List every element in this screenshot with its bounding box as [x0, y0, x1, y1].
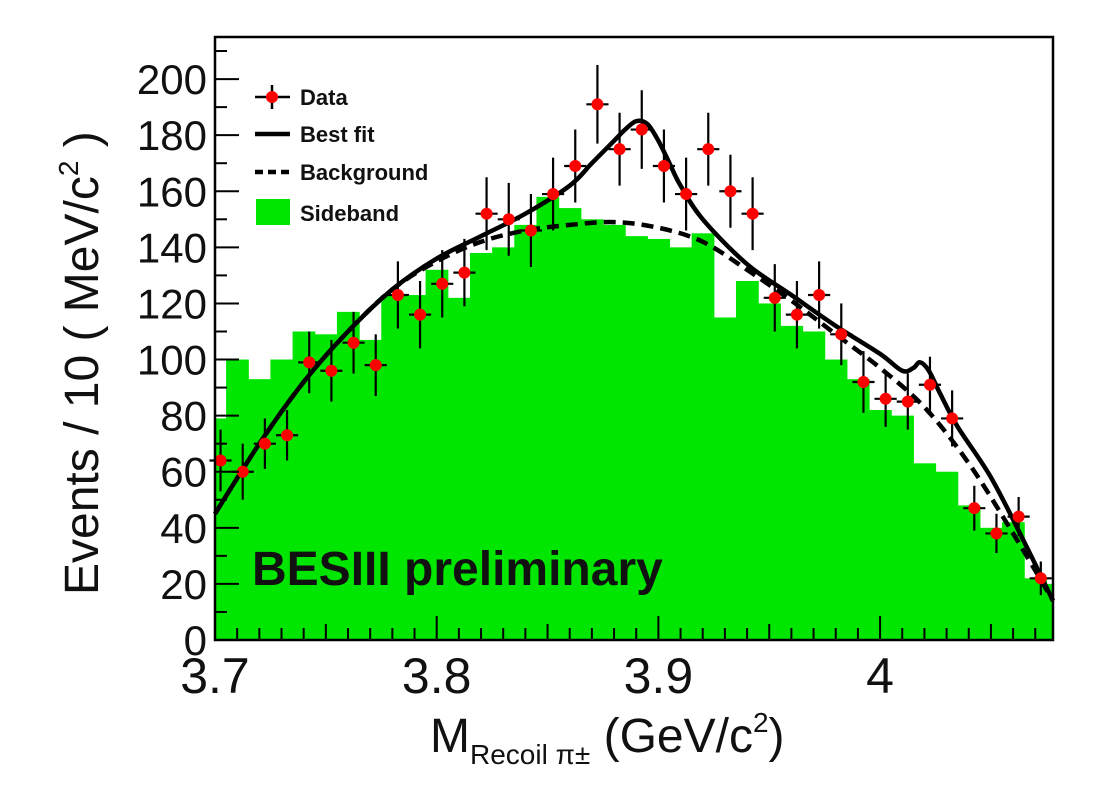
sideband-bar [980, 528, 1003, 640]
legend-sideband-label: Sideband [300, 201, 399, 226]
legend-item-sideband: Sideband [256, 199, 399, 226]
y-tick-label: 40 [160, 505, 207, 552]
data-point-marker [1035, 572, 1047, 584]
data-point-marker [259, 438, 271, 450]
legend-background-label: Background [300, 160, 428, 185]
data-point-marker [946, 412, 958, 424]
x-tick-label: 3.8 [402, 648, 472, 704]
data-point-marker [325, 365, 337, 377]
x-axis-title-main: M [430, 710, 470, 763]
recoil-mass-chart: 0204060801001201401601802003.7 3.8 3.9 4 MR… [0, 0, 1113, 801]
data-point-marker [702, 143, 714, 155]
data-point-marker [968, 502, 980, 514]
data-point-marker [769, 292, 781, 304]
data-point-marker [569, 160, 581, 172]
sideband-bar [714, 317, 737, 640]
data-point-marker [990, 527, 1002, 539]
besiii-preliminary-label: BESIII preliminary [252, 543, 663, 596]
data-point-marker [547, 188, 559, 200]
sideband-bar [913, 463, 936, 640]
data-point-marker [525, 225, 537, 237]
data-point-marker [281, 429, 293, 441]
data-point-marker [348, 337, 360, 349]
sideband-bar [847, 379, 870, 640]
data-point-marker [658, 160, 670, 172]
sideband-bar [958, 505, 981, 640]
x-tick-label: 3.7 [180, 648, 250, 704]
y-tick-label: 200 [137, 56, 207, 103]
data-point-marker [813, 289, 825, 301]
y-tick-label: 20 [160, 561, 207, 608]
x-axis-title-unit-open: (GeV/c [590, 710, 753, 763]
y-axis-title: Events / 10 ( MeV/c2 ) [53, 131, 109, 595]
data-point-marker [414, 309, 426, 321]
data-point-marker [857, 376, 869, 388]
legend-sideband-swatch [256, 199, 290, 225]
sideband-bar [248, 379, 271, 640]
legend-data-label: Data [300, 85, 348, 110]
data-point-marker [680, 188, 692, 200]
data-point-marker [370, 359, 382, 371]
y-tick-label: 60 [160, 449, 207, 496]
data-point-marker [591, 98, 603, 110]
sideband-bar [936, 472, 959, 640]
data-point-marker [924, 379, 936, 391]
sideband-bar [891, 416, 914, 640]
legend-best-fit-label: Best fit [300, 122, 375, 147]
x-tick-label: 3.9 [624, 648, 694, 704]
data-point-marker [636, 124, 648, 136]
legend-data-marker [266, 91, 278, 103]
data-point-marker [458, 267, 470, 279]
y-tick-label: 80 [160, 393, 207, 440]
data-point-marker [215, 455, 227, 467]
data-point-marker [835, 328, 847, 340]
x-axis-title-unit-close: ) [769, 710, 785, 763]
y-axis-title-sup: 2 [53, 161, 84, 177]
y-tick-label: 100 [137, 337, 207, 384]
sideband-bar [736, 281, 759, 640]
sideband-bar [825, 360, 848, 640]
data-point-marker [392, 289, 404, 301]
y-tick-label: 160 [137, 168, 207, 215]
x-axis-title-sub: Recoil π± [470, 739, 590, 770]
sideband-bar [669, 247, 692, 640]
sideband-bar [780, 326, 803, 640]
data-point-marker [880, 393, 892, 405]
sideband-bar [869, 410, 892, 640]
data-point-marker [436, 278, 448, 290]
data-point-marker [303, 356, 315, 368]
data-point-marker [902, 396, 914, 408]
x-axis-title-unit-sup: 2 [753, 707, 769, 738]
y-axis-title-close: ) [56, 131, 109, 160]
data-point-marker [481, 208, 493, 220]
sideband-bar [758, 303, 781, 640]
y-tick-label: 120 [137, 280, 207, 327]
data-point-marker [614, 143, 626, 155]
sideband-bar [226, 360, 249, 640]
data-point-marker [791, 309, 803, 321]
x-tick-label: 4 [866, 648, 894, 704]
sideband-bar [802, 331, 825, 640]
data-point-marker [503, 213, 515, 225]
data-point-marker [747, 208, 759, 220]
data-point-marker [724, 185, 736, 197]
y-tick-label: 140 [137, 224, 207, 271]
data-point-marker [1013, 511, 1025, 523]
sideband-bar [692, 233, 715, 640]
y-axis-title-main: Events / 10 ( MeV/c [56, 176, 109, 595]
y-tick-label: 180 [137, 112, 207, 159]
